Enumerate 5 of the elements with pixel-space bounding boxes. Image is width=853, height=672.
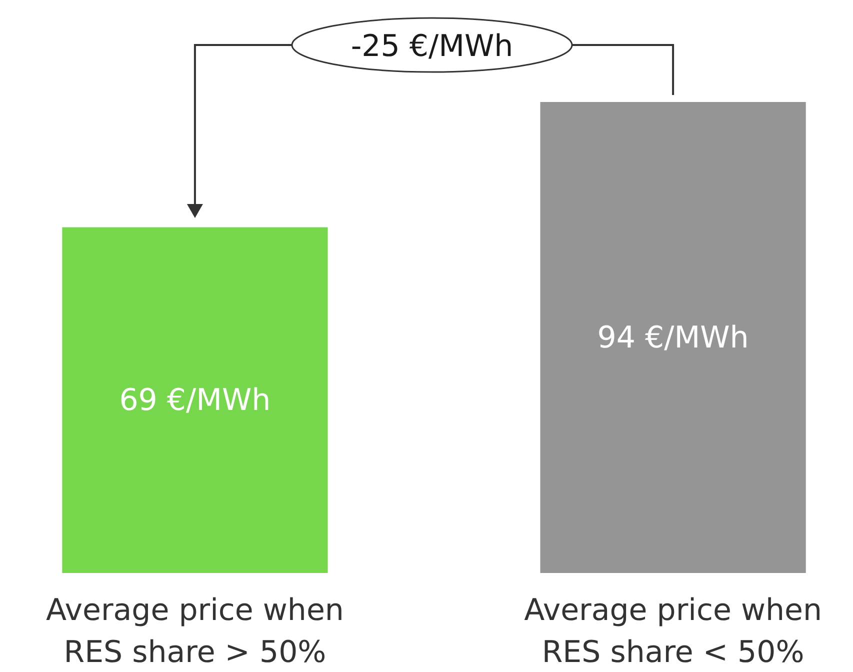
text: -25 €/MWh (350, 29, 514, 64)
x-tick-label: Average price when RES share > 50% (46, 593, 344, 670)
data-label: 69 €/MWh (119, 383, 271, 418)
data-label: 94 €/MWh (597, 320, 749, 356)
x-tick-label: Average price when RES share < 50% (524, 593, 822, 670)
